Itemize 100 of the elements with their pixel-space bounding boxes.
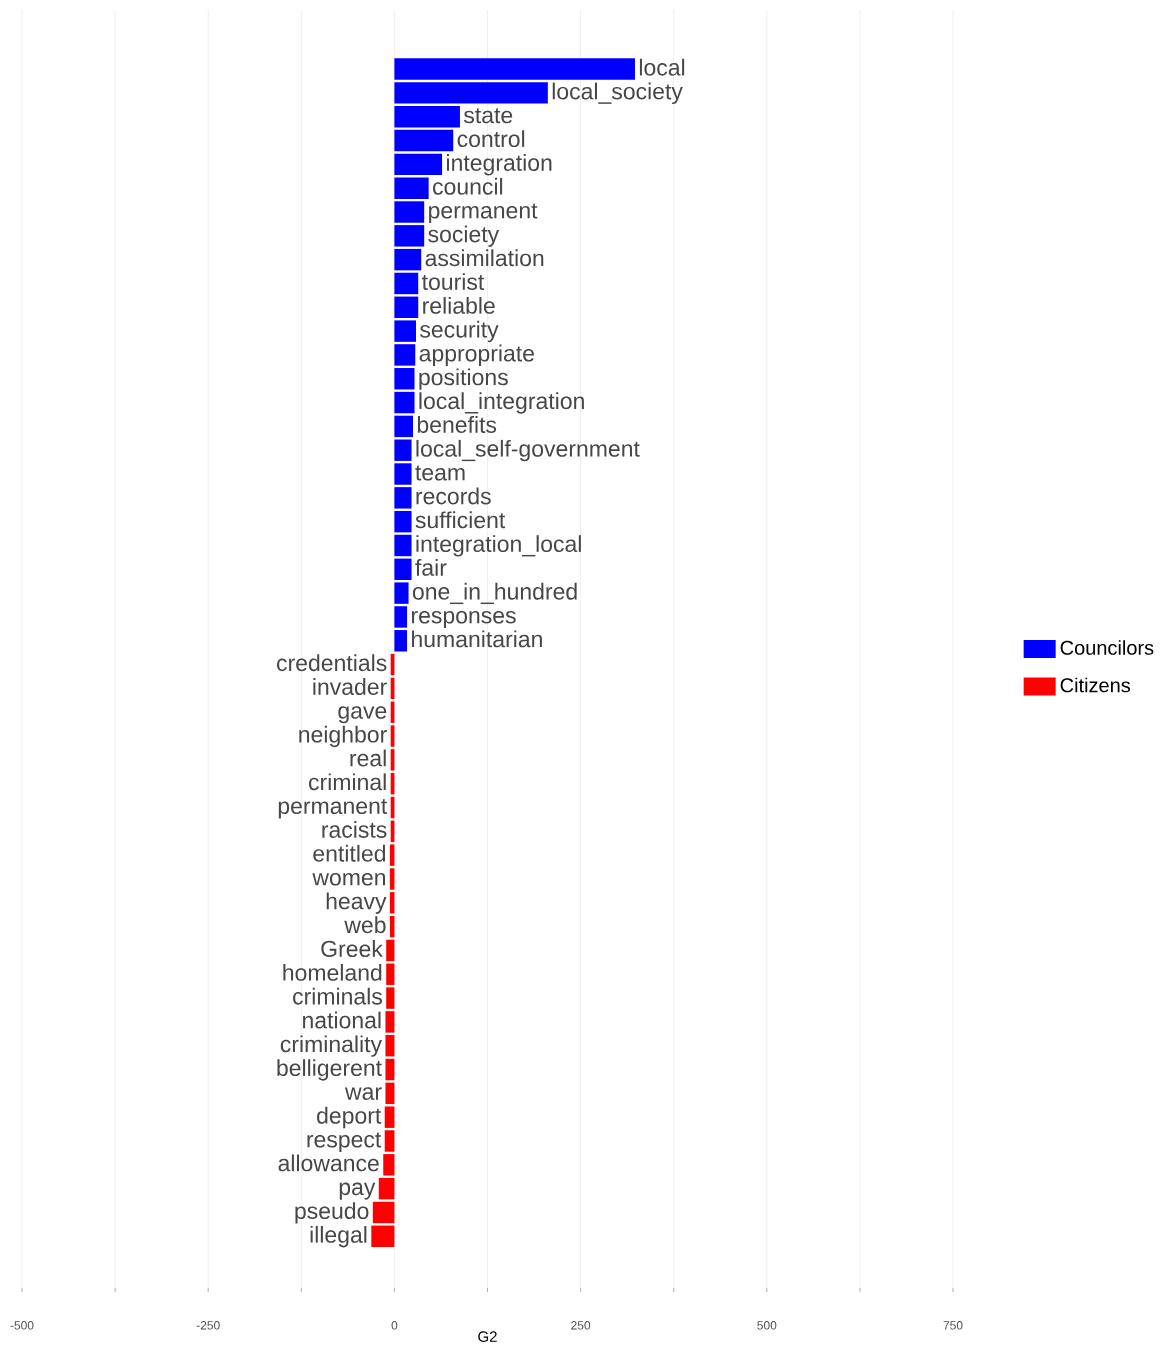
y-tick-label: permanent (278, 798, 388, 819)
bar (394, 201, 425, 223)
x-axis-title: G2 (478, 1331, 497, 1342)
x-tick-label: -250 (196, 1321, 220, 1330)
y-tick-label: credentials (277, 654, 387, 672)
bar (371, 1225, 395, 1247)
y-tick-label: pay (339, 1182, 376, 1200)
legend-label: Citizens (1060, 677, 1131, 693)
bar (384, 1106, 395, 1128)
bar (378, 1177, 395, 1200)
x-tick-label: 750 (943, 1321, 963, 1330)
bar (389, 844, 395, 866)
bar (372, 1201, 395, 1224)
bar (394, 606, 408, 628)
y-tick-label: gave (338, 706, 387, 724)
y-tick-label: tourist (421, 273, 485, 291)
y-tick-label: benefits (417, 416, 497, 433)
bar (394, 106, 460, 128)
bar (386, 963, 395, 985)
y-tick-label: reliable (423, 296, 495, 314)
y-tick-label: records (416, 487, 491, 505)
bar (394, 272, 419, 295)
y-tick-label: criminality (280, 1035, 382, 1057)
y-tick-label: illegal (310, 1225, 367, 1248)
y-tick-label: sufficient (415, 511, 506, 529)
y-tick-label: appropriate (419, 344, 534, 367)
y-tick-label: local_society (552, 82, 683, 105)
y-tick-label: local_self-government (416, 439, 640, 462)
y-tick-label: pseudo (295, 1202, 369, 1224)
y-tick-label: heavy (326, 892, 387, 914)
bar (394, 153, 443, 176)
bar (394, 58, 635, 80)
y-tick-label: assimilation (425, 249, 544, 267)
y-tick-label: war (344, 1087, 382, 1100)
y-tick-label: permanent (429, 203, 538, 224)
bar (394, 177, 429, 199)
y-tick-label: council (433, 177, 503, 195)
x-tick-label: -500 (10, 1321, 34, 1330)
y-tick-label: invader (313, 678, 387, 695)
bar (385, 1034, 395, 1057)
y-tick-label: women (312, 872, 386, 886)
bar (385, 1082, 395, 1105)
y-tick-label: integration_local (416, 535, 581, 557)
bar (394, 344, 416, 366)
bar (394, 320, 416, 342)
y-tick-label: real (350, 749, 386, 767)
y-tick-label: criminal (309, 773, 386, 791)
bar (384, 1130, 395, 1152)
bar (394, 510, 412, 533)
y-tick-label: entitled (313, 844, 386, 862)
y-tick-label: respect (307, 1132, 382, 1153)
bar (385, 1058, 395, 1081)
bar (394, 129, 454, 152)
y-tick-label: responses (412, 610, 516, 629)
y-tick-label: one_in_hundred (412, 582, 577, 605)
bar (394, 487, 412, 509)
bar (394, 534, 412, 557)
bar (394, 630, 408, 652)
y-tick-label: criminals (293, 987, 382, 1005)
y-tick-label: national (303, 1011, 381, 1029)
y-tick-label: local (639, 58, 685, 76)
y-tick-label: humanitarian (412, 630, 542, 648)
bar (394, 558, 412, 581)
y-tick-label: team (415, 465, 465, 481)
bar (394, 82, 548, 104)
y-tick-label: security (420, 320, 499, 343)
x-tick-label: 0 (391, 1321, 398, 1330)
y-tick-label: allowance (278, 1154, 379, 1172)
bar (389, 868, 395, 890)
bar (394, 582, 409, 604)
bar (383, 1154, 395, 1176)
bar (394, 368, 415, 390)
legend-label: Councilors (1060, 640, 1154, 655)
y-tick-label: neighbor (299, 725, 387, 748)
y-tick-label: deport (317, 1106, 382, 1129)
bar (394, 296, 419, 319)
bar (394, 225, 425, 247)
bar (394, 439, 412, 461)
bar (394, 463, 412, 485)
bar (394, 248, 422, 271)
bar (386, 939, 395, 962)
bar (394, 391, 415, 414)
x-tick-label: 500 (757, 1321, 777, 1330)
bar (394, 415, 414, 438)
x-tick-label: 250 (571, 1321, 591, 1330)
y-tick-label: belligerent (277, 1059, 382, 1081)
y-tick-label: state (463, 108, 513, 124)
y-tick-label: local_integration (419, 392, 584, 414)
y-tick-label: control (457, 130, 525, 148)
y-tick-label: fair (415, 558, 447, 576)
y-tick-label: homeland (283, 963, 382, 981)
bar (389, 892, 395, 914)
y-tick-label: web (344, 916, 386, 934)
y-tick-label: positions (419, 368, 508, 390)
y-tick-label: Greek (321, 940, 383, 957)
y-tick-label: racists (322, 821, 387, 838)
y-tick-label: integration (447, 154, 552, 176)
y-tick-label: society (428, 225, 500, 247)
bar (386, 987, 395, 1009)
bar (385, 1011, 395, 1033)
